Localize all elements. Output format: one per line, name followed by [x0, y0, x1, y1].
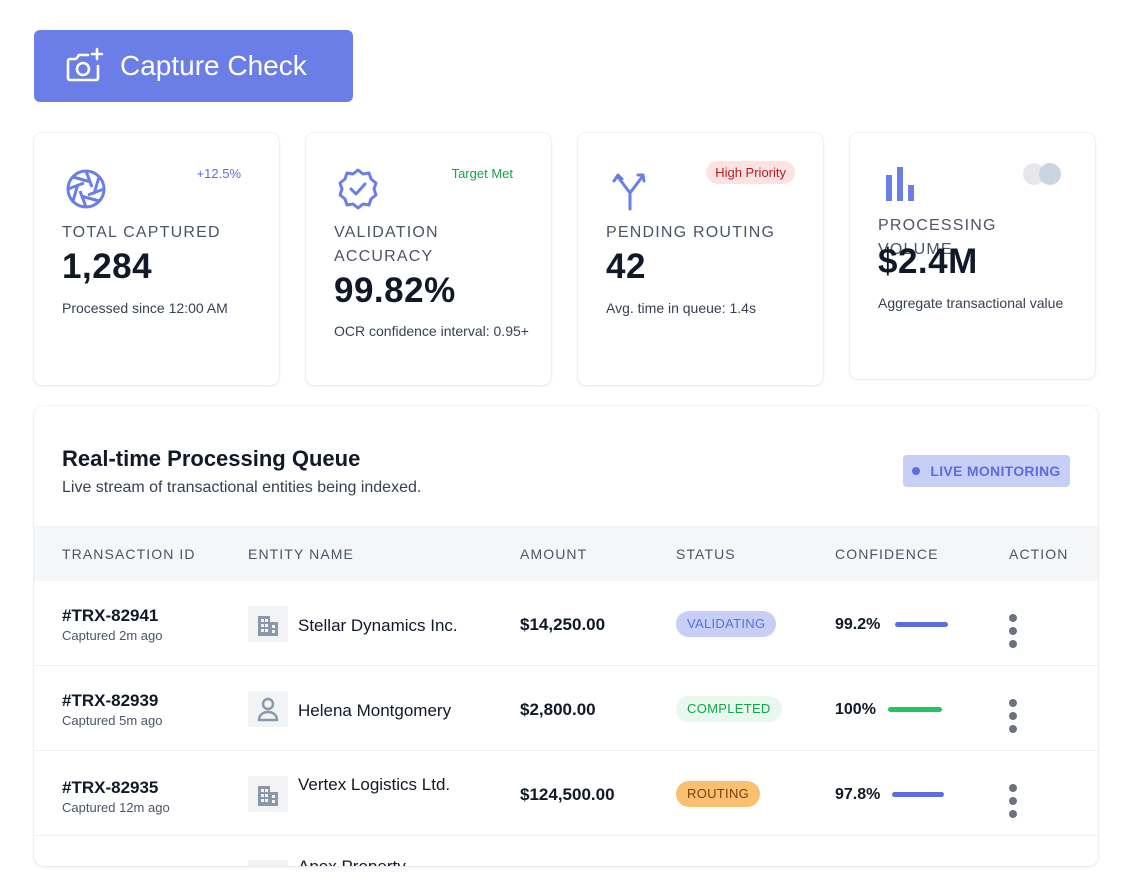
column-header-action: ACTION [1009, 546, 1069, 562]
capture-check-label: Capture Check [120, 50, 307, 81]
captured-time: Captured 12m ago [62, 800, 170, 815]
person-icon [248, 691, 288, 727]
stat-card-pending-routing: High Priority PENDING ROUTING 42 Avg. ti… [578, 133, 823, 385]
row-actions-button[interactable] [1004, 614, 1022, 648]
table-row[interactable]: #TRX-82941 Captured 2m ago Stellar Dynam… [34, 581, 1098, 666]
amount: $2,800.00 [520, 700, 596, 719]
fork-arrows-icon [612, 173, 646, 211]
entity-name: Apex Property [298, 856, 468, 866]
target-met-badge: Target Met [451, 166, 513, 181]
live-dot-icon [912, 467, 921, 475]
stat-card-validation-accuracy: Target Met VALIDATION ACCURACY 99.82% OC… [306, 133, 551, 385]
row-actions-button[interactable] [1004, 699, 1022, 733]
table-row[interactable]: #TRX-82939 Captured 5m ago Helena Montgo… [34, 666, 1098, 751]
amount: $124,500.00 [520, 785, 615, 804]
column-header-entity-name: ENTITY NAME [248, 546, 354, 562]
stat-subtext: Avg. time in queue: 1.4s [606, 300, 756, 316]
transaction-id: #TRX-82935 [62, 778, 159, 797]
stat-subtext: Aggregate transactional value [878, 295, 1064, 311]
entity-name: Vertex Logistics Ltd. [298, 775, 451, 794]
confidence-bar [888, 707, 942, 712]
trend-badge: +12.5% [196, 166, 241, 181]
stat-value: 99.82% [334, 271, 456, 310]
stat-label: PENDING ROUTING [606, 224, 776, 241]
capture-check-button[interactable]: Capture Check [34, 30, 353, 102]
transaction-id: #TRX-82939 [62, 691, 159, 710]
confidence-bar [892, 792, 944, 797]
stat-label: TOTAL CAPTURED [62, 224, 221, 241]
high-priority-badge: High Priority [706, 161, 795, 184]
live-monitoring-label: LIVE MONITORING [930, 463, 1061, 479]
queue-subtitle: Live stream of transactional entities be… [62, 479, 422, 496]
live-monitoring-badge[interactable]: LIVE MONITORING [903, 455, 1070, 487]
entity-name: Stellar Dynamics Inc. [298, 616, 458, 635]
confidence-value: 100% [835, 701, 876, 718]
status-badge: ROUTING [676, 781, 761, 807]
stat-value: 1,284 [62, 247, 153, 286]
captured-time: Captured 2m ago [62, 628, 163, 643]
row-actions-button[interactable] [1004, 784, 1022, 818]
status-badge: VALIDATING [676, 611, 777, 637]
queue-title: Real-time Processing Queue [62, 446, 361, 471]
stat-value: 42 [606, 247, 646, 286]
column-header-amount: AMOUNT [520, 546, 588, 562]
camera-plus-icon [66, 47, 104, 82]
bar-chart-icon [886, 167, 914, 201]
verified-badge-icon [338, 168, 378, 210]
stat-card-total-captured: +12.5% TOTAL CAPTURED 1,284 Processed si… [34, 133, 279, 385]
table-row[interactable]: #TRX-82935 Captured 12m ago Vertex Logis… [34, 751, 1098, 836]
stat-label: PROCESSING VOLUME [878, 217, 997, 258]
stat-subtext: OCR confidence interval: 0.95+ [334, 323, 529, 339]
stat-value: $2.4M [878, 242, 978, 281]
column-header-confidence: CONFIDENCE [835, 546, 939, 562]
column-header-status: STATUS [676, 546, 736, 562]
column-header-transaction-id: TRANSACTION ID [62, 546, 196, 562]
building-icon [248, 860, 288, 866]
stat-card-processing-volume: PROCESSING VOLUME $2.4M Aggregate transa… [850, 133, 1095, 379]
transaction-id: #TRX-82941 [62, 606, 159, 625]
confidence-value: 97.8% [835, 786, 881, 803]
processing-queue-panel: Real-time Processing Queue Live stream o… [34, 406, 1098, 866]
confidence-value: 99.2% [835, 616, 881, 633]
toggle-dots [1023, 163, 1065, 185]
entity-name: Helena Montgomery [298, 701, 452, 720]
amount: $14,250.00 [520, 615, 606, 634]
building-icon [248, 606, 288, 642]
stat-label: VALIDATION ACCURACY [334, 224, 439, 265]
building-icon [248, 776, 288, 812]
table-header: TRANSACTION ID ENTITY NAME AMOUNT STATUS… [34, 526, 1098, 581]
confidence-bar [895, 622, 948, 627]
stat-subtext: Processed since 12:00 AM [62, 300, 228, 316]
captured-time: Captured 5m ago [62, 713, 163, 728]
aperture-icon [66, 169, 106, 209]
status-badge: COMPLETED [676, 696, 782, 722]
table-row[interactable]: Apex Property [34, 836, 1098, 866]
